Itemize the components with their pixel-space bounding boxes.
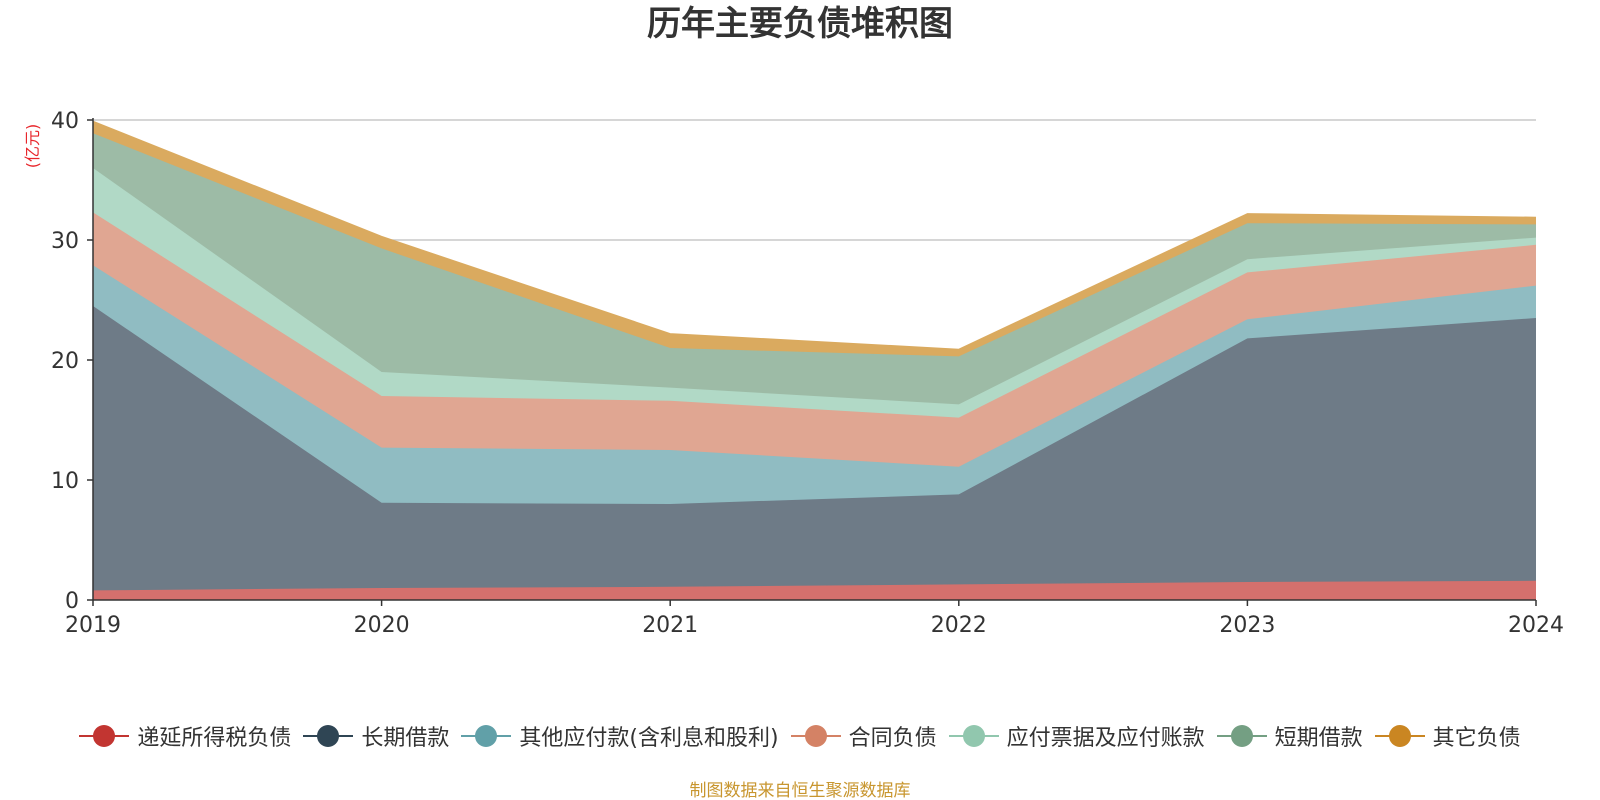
chart-legend: 递延所得税负债 长期借款 其他应付款(含利息和股利) 合同负债 应付票据及应付账款 短期借… (0, 716, 1600, 756)
legend-marker-icon (790, 724, 841, 748)
legend-item-6[interactable]: 其它负债 (1374, 720, 1521, 752)
source-note: 制图数据来自恒生聚源数据库 (689, 781, 911, 800)
legend-label: 长期借款 (361, 726, 450, 751)
legend-label: 合同负债 (848, 726, 937, 751)
y-tick-label-0: 0 (65, 589, 79, 614)
y-tick-label-3: 30 (51, 229, 79, 254)
legend-marker-icon (79, 724, 130, 748)
legend-label: 短期借款 (1274, 726, 1363, 751)
legend-marker-icon (303, 724, 354, 748)
legend-item-2[interactable]: 其他应付款(含利息和股利) (461, 720, 779, 752)
x-tick-label-1: 2020 (354, 613, 410, 638)
x-tick-label-5: 2024 (1508, 613, 1564, 638)
legend-label: 其他应付款(含利息和股利) (519, 726, 779, 751)
legend-label: 应付票据及应付账款 (1006, 726, 1205, 751)
legend-marker-icon (1374, 724, 1425, 748)
legend-marker-icon (1216, 724, 1267, 748)
area-line-series-6 (92, 120, 1537, 350)
legend-item-5[interactable]: 短期借款 (1216, 720, 1363, 752)
x-tick-label-4: 2023 (1219, 613, 1275, 638)
x-tick-label-0: 2019 (65, 613, 121, 638)
y-tick-label-1: 10 (51, 469, 79, 494)
y-unit-label: (亿元) (23, 124, 42, 169)
y-tick-label-2: 20 (51, 349, 79, 374)
legend-item-3[interactable]: 合同负债 (790, 720, 937, 752)
chart-title: 历年主要负债堆积图 (647, 4, 953, 44)
area-series-5 (93, 133, 1536, 405)
x-tick-label-3: 2022 (931, 613, 987, 638)
legend-item-0[interactable]: 递延所得税负债 (79, 720, 291, 752)
legend-label: 其它负债 (1432, 726, 1521, 751)
legend-item-4[interactable]: 应付票据及应付账款 (948, 720, 1205, 752)
y-tick-label-4: 40 (51, 109, 79, 134)
legend-marker-icon (461, 724, 512, 748)
area-series-1 (93, 306, 1536, 591)
x-tick-label-2: 2021 (642, 613, 698, 638)
legend-label: 递延所得税负债 (137, 726, 292, 751)
area-series-3 (93, 212, 1536, 467)
area-series-0 (93, 580, 1536, 600)
legend-marker-icon (948, 724, 999, 748)
legend-item-1[interactable]: 长期借款 (303, 720, 449, 752)
area-series-6 (93, 121, 1536, 357)
area-line-series-1 (92, 305, 1537, 505)
